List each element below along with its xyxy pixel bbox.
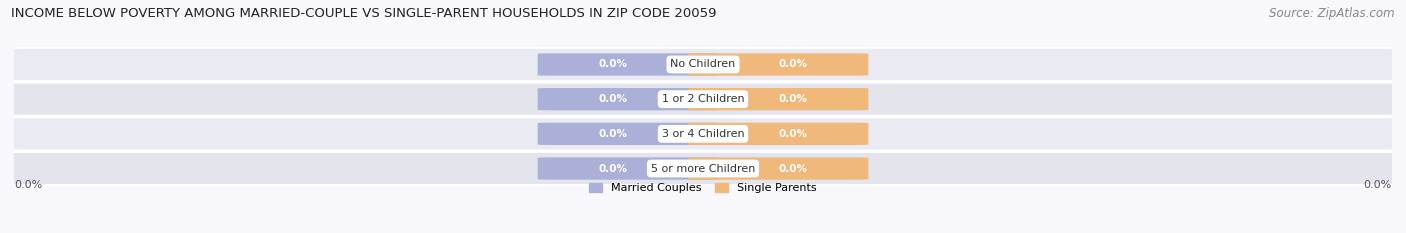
FancyBboxPatch shape <box>0 48 1406 81</box>
Text: 0.0%: 0.0% <box>779 94 807 104</box>
FancyBboxPatch shape <box>537 123 718 145</box>
Text: 0.0%: 0.0% <box>1364 180 1392 190</box>
FancyBboxPatch shape <box>688 157 869 180</box>
FancyBboxPatch shape <box>537 88 718 110</box>
Text: 0.0%: 0.0% <box>779 129 807 139</box>
Text: 0.0%: 0.0% <box>599 94 627 104</box>
FancyBboxPatch shape <box>688 123 869 145</box>
Text: 1 or 2 Children: 1 or 2 Children <box>662 94 744 104</box>
Text: INCOME BELOW POVERTY AMONG MARRIED-COUPLE VS SINGLE-PARENT HOUSEHOLDS IN ZIP COD: INCOME BELOW POVERTY AMONG MARRIED-COUPL… <box>11 7 717 20</box>
FancyBboxPatch shape <box>0 82 1406 116</box>
Legend: Married Couples, Single Parents: Married Couples, Single Parents <box>589 182 817 193</box>
Text: 0.0%: 0.0% <box>599 129 627 139</box>
Text: No Children: No Children <box>671 59 735 69</box>
FancyBboxPatch shape <box>537 53 718 76</box>
Text: 0.0%: 0.0% <box>599 59 627 69</box>
Text: 0.0%: 0.0% <box>779 164 807 174</box>
FancyBboxPatch shape <box>688 88 869 110</box>
Text: 0.0%: 0.0% <box>779 59 807 69</box>
FancyBboxPatch shape <box>0 152 1406 185</box>
FancyBboxPatch shape <box>0 117 1406 151</box>
Text: 5 or more Children: 5 or more Children <box>651 164 755 174</box>
Text: 0.0%: 0.0% <box>599 164 627 174</box>
FancyBboxPatch shape <box>688 53 869 76</box>
Text: 3 or 4 Children: 3 or 4 Children <box>662 129 744 139</box>
Text: 0.0%: 0.0% <box>14 180 42 190</box>
Text: Source: ZipAtlas.com: Source: ZipAtlas.com <box>1270 7 1395 20</box>
FancyBboxPatch shape <box>537 157 718 180</box>
